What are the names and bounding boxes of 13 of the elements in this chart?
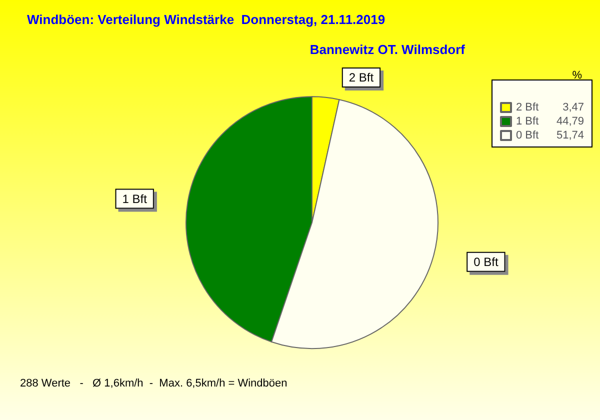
legend-label: 2 Bft xyxy=(516,102,539,114)
legend-label: 1 Bft xyxy=(516,116,539,128)
slice-label: 1 Bft xyxy=(122,192,148,206)
slice-label: 2 Bft xyxy=(348,70,374,84)
chart-title: Windböen: Verteilung Windstärke Donnerstag, 21.11.2019 xyxy=(27,12,386,27)
legend-label: 0 Bft xyxy=(516,130,539,142)
data-label: 44,79 xyxy=(556,116,584,128)
slice-label: 0 Bft xyxy=(474,254,499,269)
data-label: 51,74 xyxy=(556,130,584,142)
chart-subtitle: Bannewitz OT. Wilmsdorf xyxy=(310,42,466,57)
legend-title: % xyxy=(572,70,582,82)
data-label: 3,47 xyxy=(562,102,584,114)
text: 288 Werte - Ø 1,6km/h - Max. 6,5km/h = Windböen xyxy=(20,378,288,390)
